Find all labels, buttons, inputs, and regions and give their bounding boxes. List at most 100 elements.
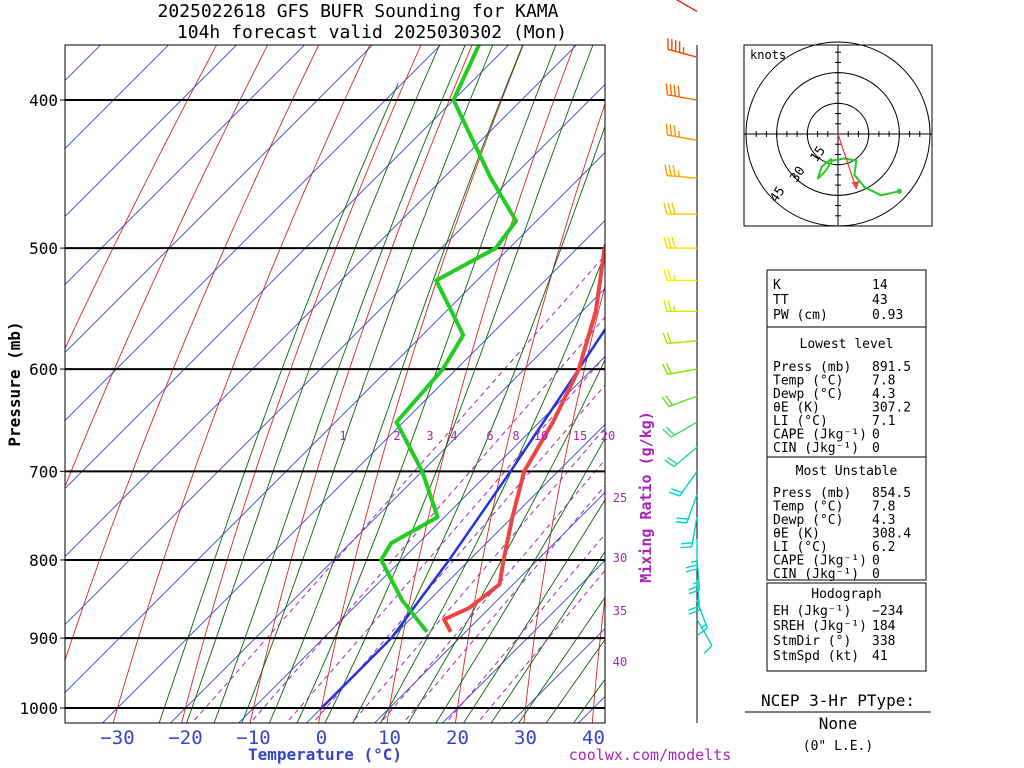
index-value: 0.93 — [872, 308, 903, 323]
temperature-tick-label: 20 — [446, 727, 469, 749]
most-unstable-label: CIN (Jkg⁻¹) — [773, 567, 859, 582]
temperature-tick-label: −10 — [236, 727, 270, 749]
index-value: 14 — [872, 278, 888, 293]
mixing-ratio-value-label: 1 — [339, 429, 346, 443]
pressure-tick-label: 400 — [29, 91, 58, 110]
hodograph-start-dot — [896, 188, 902, 194]
wind-barb — [688, 580, 701, 615]
most-unstable-heading: Most Unstable — [796, 464, 898, 479]
mixing-ratio-line — [285, 355, 605, 723]
chart-subtitle: 104h forecast valid 2025030302 (Mon) — [177, 22, 567, 43]
temperature-tick-label: 30 — [514, 727, 537, 749]
storm-motion-vector — [837, 133, 858, 190]
most-unstable-label: Press (mb) — [773, 486, 851, 501]
isobars — [65, 99, 605, 709]
moist-adiabat-line — [213, 45, 466, 723]
isotherm-line — [237, 355, 605, 723]
dry-adiabat-line — [992, 0, 1024, 740]
lowest-level-heading: Lowest level — [800, 337, 894, 352]
wind-barb — [664, 164, 698, 179]
mixing-ratio-value-label: 6 — [486, 429, 493, 443]
hodograph-ring-label: 30 — [787, 164, 808, 185]
dry-adiabat-line — [65, 45, 269, 488]
stability-panel: K 14 TT 43 PW (cm) 0.93 Lowest level Press (mb)… — [745, 269, 931, 754]
lowest-level-value: 891.5 — [872, 360, 911, 375]
plot-frame — [64, 44, 606, 724]
wind-barb — [665, 123, 698, 141]
lowest-level-value: 7.1 — [872, 414, 895, 429]
pressure-tick-label: 700 — [29, 462, 58, 481]
hodograph-ring-label: 45 — [767, 184, 788, 205]
most-unstable-label: Dewp (°C) — [773, 513, 843, 528]
temperature-trace — [442, 241, 605, 633]
isotherm-line — [65, 45, 578, 558]
mixing-ratio-line — [312, 384, 605, 723]
lowest-level-label: Press (mb) — [773, 360, 851, 375]
mixing-ratio-lines — [191, 254, 605, 723]
parcel-trace — [320, 327, 605, 709]
isotherm-line — [65, 151, 605, 694]
pressure-tick-label: 500 — [29, 239, 58, 258]
moist-adiabat-line — [435, 437, 605, 723]
dewpoint-trace — [379, 45, 519, 634]
wind-barb — [662, 421, 698, 438]
hodograph-ring-label: 15 — [808, 144, 829, 165]
temperature-tick-labels: −30 −20 −10 0 10 20 30 40 — [100, 727, 605, 749]
wind-barb — [661, 395, 698, 408]
dry-adiabat-line — [65, 45, 218, 350]
dry-adiabat-line — [181, 45, 422, 723]
wind-barb — [665, 83, 698, 101]
moist-adiabat-line — [463, 498, 605, 723]
mixing-ratio-value-label: 20 — [601, 429, 615, 443]
mixing-ratio-value-label: 10 — [534, 429, 548, 443]
moist-adiabat-line — [241, 45, 494, 723]
index-label: K — [773, 278, 781, 293]
theta-e-label: 40 — [613, 655, 627, 669]
dry-adiabat-line — [929, 0, 1024, 740]
mixing-ratio-line — [249, 316, 605, 723]
lowest-level-label: LI (°C) — [773, 414, 828, 429]
mixing-ratio-value-label: 3 — [426, 429, 433, 443]
y-axis-label: Pressure (mb) — [5, 321, 24, 446]
most-unstable-label: LI (°C) — [773, 540, 828, 555]
most-unstable-label: θE (K) — [773, 527, 820, 542]
dry-adiabat-line — [523, 284, 605, 723]
moist-adiabat-line — [407, 358, 605, 723]
temperature-tick-label: 40 — [582, 727, 605, 749]
hodograph-stat-label: StmDir (°) — [773, 634, 851, 649]
mixing-ratio-value-label: 4 — [450, 429, 457, 443]
ptype-value: None — [819, 714, 858, 733]
hodograph-stats-frame — [766, 582, 927, 672]
lowest-level-value: 0 — [872, 441, 880, 456]
hodograph-stat-value: 41 — [872, 649, 888, 664]
index-label: PW (cm) — [773, 308, 828, 323]
isotherm-line — [305, 423, 605, 723]
theta-e-labels: 25 30 35 40 — [613, 491, 627, 669]
wind-barb — [661, 362, 698, 375]
pressure-tick-label: 900 — [29, 629, 58, 648]
mixing-ratio-value-label: 2 — [393, 429, 400, 443]
ptype-heading: NCEP 3-Hr PType: — [761, 691, 915, 710]
hodograph-trace — [816, 157, 900, 197]
wind-barb — [675, 494, 698, 524]
pressure-tick-label: 600 — [29, 360, 58, 379]
index-label: TT — [773, 293, 789, 308]
wind-barb — [663, 300, 697, 313]
lowest-level-value: 7.8 — [872, 374, 895, 389]
moist-adiabats — [158, 45, 605, 723]
theta-e-label: 25 — [613, 491, 627, 505]
temperature-tick-label: 10 — [378, 727, 401, 749]
hodograph-stat-label: StmSpd (kt) — [773, 649, 859, 664]
chart-title: 2025022618 GFS BUFR Sounding for KAMA — [158, 1, 559, 22]
wind-barb — [680, 517, 698, 549]
wind-barb — [696, 619, 713, 654]
hodograph-stats-heading: Hodograph — [811, 587, 881, 602]
wind-barb — [663, 269, 697, 282]
most-unstable-value: 6.2 — [872, 540, 895, 555]
dry-adiabat-line — [65, 45, 320, 662]
mixing-ratio-axis-label: Mixing Ratio (g/kg) — [637, 411, 655, 583]
pressure-tick-label: 800 — [29, 551, 58, 570]
moist-adiabat-line — [518, 596, 605, 723]
hodograph-stat-value: 184 — [872, 619, 896, 634]
